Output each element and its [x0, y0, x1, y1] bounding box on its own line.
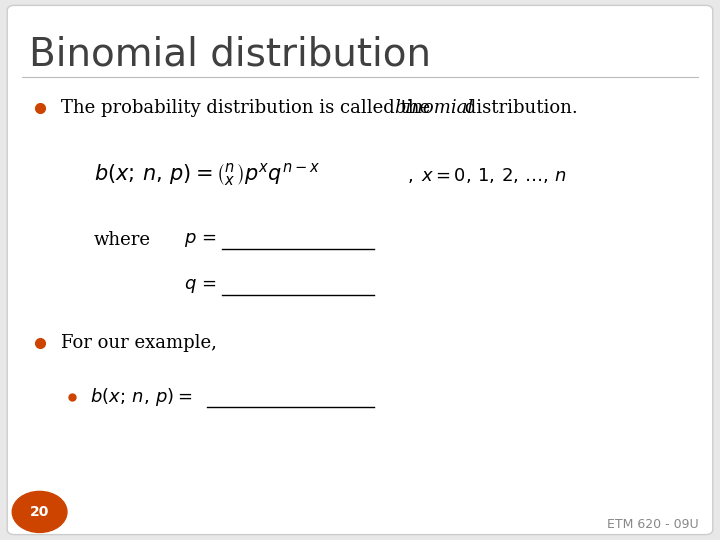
Text: Binomial distribution: Binomial distribution	[29, 35, 431, 73]
Circle shape	[12, 491, 67, 532]
Text: $q\, =$: $q\, =$	[184, 277, 217, 295]
Text: 20: 20	[30, 505, 49, 519]
Text: $p\, =$: $p\, =$	[184, 231, 217, 249]
Text: The probability distribution is called the: The probability distribution is called t…	[61, 99, 436, 117]
Text: For our example,: For our example,	[61, 334, 217, 352]
Text: $b(x;\, n,\, p) = \binom{n}{x} p^x q^{n-x}$: $b(x;\, n,\, p) = \binom{n}{x} p^x q^{n-…	[94, 162, 320, 189]
Text: ETM 620 - 09U: ETM 620 - 09U	[607, 518, 698, 531]
Text: where: where	[94, 231, 150, 249]
Text: $,\; x = 0,\, 1,\, 2,\, \ldots,\, n$: $,\; x = 0,\, 1,\, 2,\, \ldots,\, n$	[407, 166, 567, 185]
Text: binomial: binomial	[395, 99, 474, 117]
Text: distribution.: distribution.	[459, 99, 578, 117]
Text: $b(x;\, n,\, p) =$: $b(x;\, n,\, p) =$	[90, 386, 192, 408]
